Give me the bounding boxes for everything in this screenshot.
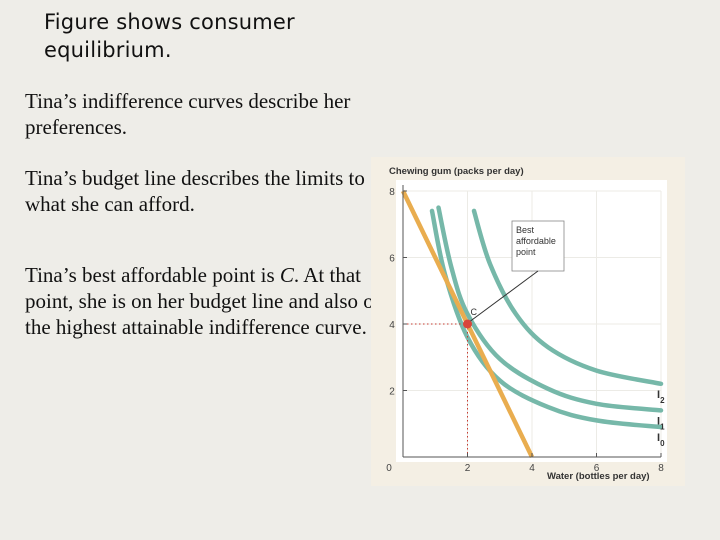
paragraph-3-suffix: . At that point, she is on her budget li…: [25, 263, 385, 339]
curve-label-subscript: 2: [660, 395, 665, 404]
point-c-label: C: [471, 307, 478, 317]
paragraph-3-point: C: [279, 263, 294, 287]
indifference-curve-I2: [471, 208, 664, 387]
x-axis-label: Water (bottles per day): [547, 471, 650, 482]
y-axis-label: Chewing gum (packs per day): [389, 166, 524, 177]
paragraph-3-prefix: Tina’s best affordable point is: [25, 263, 280, 287]
point-guides: [403, 323, 468, 457]
callout-text-line: point: [516, 247, 536, 257]
callout-text-line: Best: [516, 225, 535, 235]
budget-line-group: C: [400, 190, 535, 458]
callout-text-line: affordable: [516, 236, 556, 246]
x-tick-label: 4: [529, 463, 535, 474]
point-c-marker: [463, 319, 472, 329]
indifference-curve-I1: [436, 205, 664, 413]
curve-label-subscript: 0: [660, 439, 665, 448]
y-tick-label: 4: [389, 320, 395, 331]
curve-label-I2: I2: [657, 389, 665, 405]
paragraph-budget-line: Tina’s budget line describes the limits …: [25, 166, 365, 216]
paragraph-best-affordable-point: Tina’s best affordable point is C. At th…: [25, 262, 385, 340]
curve-label-I0: I0: [657, 432, 665, 448]
curve-label-I1: I1: [657, 415, 665, 431]
x-tick-label: 8: [658, 463, 664, 474]
x-tick-label: 2: [465, 463, 471, 474]
y-tick-label: 6: [389, 254, 395, 265]
callout-pointer: [470, 270, 539, 322]
y-tick-label: 2: [389, 387, 395, 398]
x-tick-label: 0: [386, 463, 392, 474]
x-tick-label: 6: [594, 463, 600, 474]
tick-labels: 0 2 4 6 8 2 4 6 8: [386, 187, 664, 474]
curve-label-subscript: 1: [660, 422, 665, 431]
callout-box: [511, 220, 565, 272]
paragraph-indifference-curves: Tina’s indifference curves describe her …: [25, 89, 351, 139]
consumer-equilibrium-chart: C 0 2 4 6 8 2 4 6 8 Best affordable point I0 I1 I2 C…: [371, 157, 685, 486]
y-tick-label: 8: [389, 187, 395, 198]
slide-heading: Figure shows consumer equilibrium.: [44, 10, 295, 62]
